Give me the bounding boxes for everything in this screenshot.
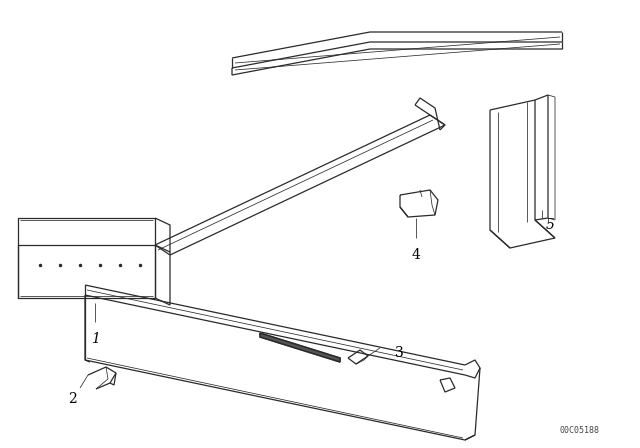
Text: 2: 2 xyxy=(68,392,76,406)
Text: 00C05188: 00C05188 xyxy=(560,426,600,435)
Polygon shape xyxy=(260,333,340,362)
Text: 5: 5 xyxy=(545,218,554,232)
Text: 4: 4 xyxy=(412,248,420,262)
Text: 3: 3 xyxy=(395,346,404,360)
Text: 1: 1 xyxy=(91,332,99,346)
